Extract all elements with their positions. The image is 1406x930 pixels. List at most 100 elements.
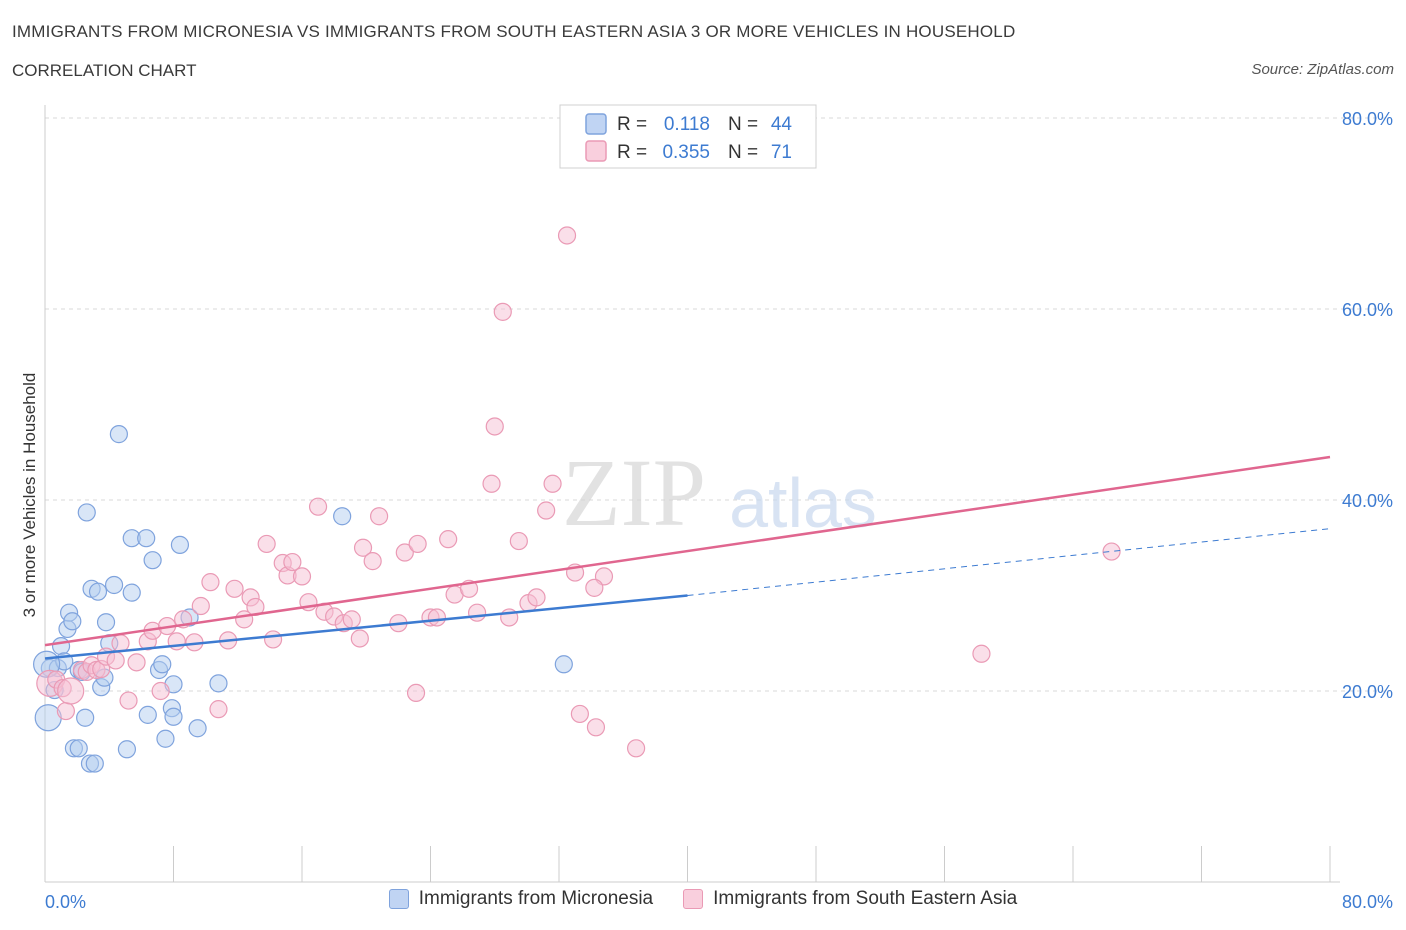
point-southeast-asia[interactable] — [191, 596, 210, 616]
source-label: Source: ZipAtlas.com — [1251, 61, 1394, 78]
legend-n-label: N = — [728, 114, 758, 135]
point-southeast-asia[interactable] — [570, 704, 589, 724]
watermark-zip: ZIP — [562, 439, 706, 546]
axes — [44, 105, 1340, 883]
point-micronesia[interactable] — [104, 575, 124, 595]
trendline-micronesia — [44, 594, 688, 660]
point-micronesia[interactable] — [143, 551, 162, 570]
legend-r-value: 0.118 — [664, 114, 710, 135]
trend-lines — [44, 455, 1331, 660]
point-southeast-asia[interactable] — [263, 630, 283, 649]
x-tick-label: 80.0% — [1342, 892, 1393, 912]
y-tick-label: 60.0% — [1342, 300, 1393, 320]
y-tick-label: 80.0% — [1342, 109, 1393, 129]
point-southeast-asia[interactable] — [111, 634, 130, 653]
point-southeast-asia[interactable] — [106, 651, 125, 670]
point-micronesia[interactable] — [170, 535, 190, 554]
tick-labels: 20.0% 40.0% 60.0% 80.0% 0.0% 80.0% — [45, 109, 1393, 912]
point-southeast-asia[interactable] — [370, 507, 389, 526]
point-southeast-asia[interactable] — [509, 531, 528, 551]
point-micronesia[interactable] — [51, 637, 71, 656]
trendline-southeast-asia — [44, 455, 1331, 647]
point-southeast-asia[interactable] — [56, 701, 75, 721]
point-southeast-asia[interactable] — [119, 691, 138, 710]
point-micronesia[interactable] — [63, 612, 82, 631]
point-southeast-asia[interactable] — [427, 608, 447, 627]
point-southeast-asia[interactable] — [225, 579, 244, 598]
legend-n-value: 71 — [771, 142, 792, 163]
y-tick-label: 20.0% — [1342, 682, 1393, 702]
legend-item-southeast-asia[interactable]: Immigrants from South Eastern Asia — [683, 888, 1017, 910]
point-southeast-asia[interactable] — [527, 588, 546, 607]
point-southeast-asia[interactable] — [201, 573, 220, 592]
point-southeast-asia[interactable] — [408, 534, 427, 554]
point-micronesia[interactable] — [109, 425, 128, 444]
point-southeast-asia[interactable] — [482, 474, 501, 493]
point-southeast-asia[interactable] — [342, 610, 361, 629]
point-micronesia[interactable] — [188, 719, 207, 738]
point-micronesia[interactable] — [164, 707, 183, 726]
point-southeast-asia[interactable] — [57, 677, 85, 705]
point-southeast-asia[interactable] — [537, 501, 556, 520]
point-micronesia[interactable] — [122, 583, 141, 602]
point-southeast-asia[interactable] — [485, 417, 504, 436]
point-southeast-asia[interactable] — [151, 681, 170, 701]
point-southeast-asia[interactable] — [395, 543, 414, 562]
point-southeast-asia[interactable] — [626, 739, 646, 758]
point-southeast-asia[interactable] — [257, 534, 276, 554]
point-micronesia[interactable] — [209, 674, 228, 693]
point-southeast-asia[interactable] — [972, 644, 991, 663]
point-southeast-asia[interactable] — [493, 302, 512, 321]
point-micronesia[interactable] — [96, 613, 116, 632]
legend-n-value: 44 — [771, 114, 793, 135]
legend-n-label: N = — [728, 142, 758, 163]
point-micronesia[interactable] — [156, 729, 175, 748]
point-southeast-asia[interactable] — [363, 552, 382, 571]
point-micronesia[interactable] — [69, 739, 88, 758]
point-southeast-asia[interactable] — [406, 683, 426, 703]
point-southeast-asia[interactable] — [209, 700, 228, 719]
point-southeast-asia[interactable] — [439, 530, 458, 549]
trendline-micronesia — [687, 528, 1331, 596]
point-southeast-asia[interactable] — [1102, 542, 1121, 561]
legend-label: Immigrants from Micronesia — [418, 888, 654, 909]
point-micronesia[interactable] — [137, 529, 156, 548]
point-micronesia[interactable] — [153, 655, 172, 674]
point-southeast-asia[interactable] — [308, 497, 328, 516]
point-southeast-asia[interactable] — [586, 718, 606, 737]
legend-swatch-pink — [585, 140, 607, 162]
point-southeast-asia[interactable] — [543, 474, 562, 493]
point-southeast-asia[interactable] — [353, 538, 373, 557]
legend-label: Immigrants from South Eastern Asia — [713, 888, 1018, 909]
legend-r-label: R = — [617, 142, 647, 163]
x-tick-label: 0.0% — [45, 892, 86, 912]
point-micronesia[interactable] — [554, 655, 573, 674]
point-micronesia[interactable] — [333, 507, 352, 526]
point-southeast-asia[interactable] — [467, 603, 487, 622]
point-micronesia[interactable] — [138, 705, 157, 724]
point-southeast-asia[interactable] — [350, 629, 369, 648]
point-micronesia[interactable] — [117, 740, 137, 759]
point-southeast-asia[interactable] — [127, 653, 146, 672]
y-tick-label: 40.0% — [1342, 491, 1393, 511]
point-micronesia[interactable] — [77, 503, 96, 522]
legend-r-value: 0.355 — [662, 142, 710, 163]
point-micronesia[interactable] — [85, 754, 104, 773]
point-micronesia[interactable] — [88, 582, 108, 601]
chart-title: IMMIGRANTS FROM MICRONESIA VS IMMIGRANTS… — [12, 22, 1016, 41]
point-southeast-asia[interactable] — [585, 578, 604, 597]
legend-top: R = 0.118 N = 44 R = 0.355 N = 71 — [559, 104, 817, 169]
point-southeast-asia[interactable] — [292, 567, 312, 586]
legend-swatch-blue — [585, 113, 607, 135]
point-southeast-asia[interactable] — [557, 226, 577, 245]
point-southeast-asia[interactable] — [283, 552, 302, 572]
legend-r-label: R = — [617, 114, 647, 135]
legend-bottom: Immigrants from Micronesia Immigrants fr… — [0, 888, 1406, 910]
legend-swatch-pink — [683, 889, 704, 909]
legend-item-micronesia[interactable]: Immigrants from Micronesia — [388, 888, 654, 910]
point-micronesia[interactable] — [76, 708, 95, 727]
chart-subtitle: CORRELATION CHART — [12, 61, 197, 80]
watermark-atlas: atlas — [729, 464, 877, 542]
legend-swatch-blue — [388, 889, 409, 909]
